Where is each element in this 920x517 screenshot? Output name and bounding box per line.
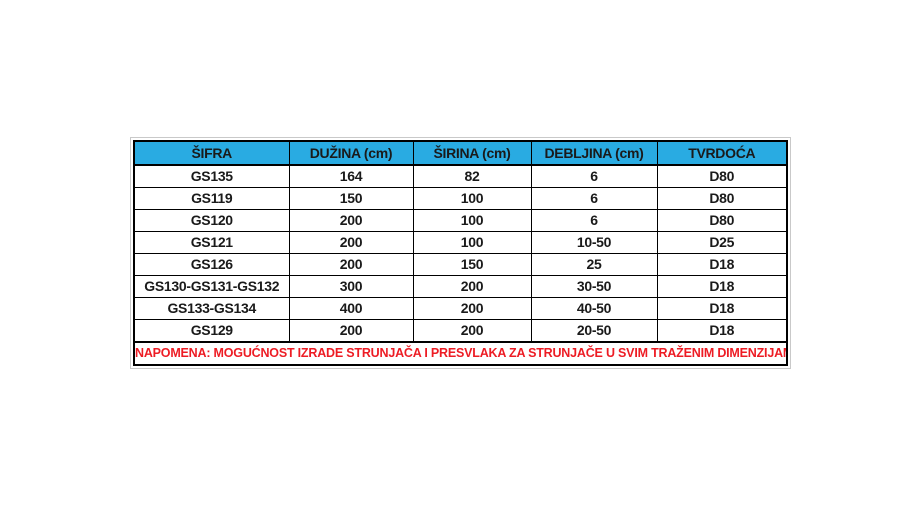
table-cell-length: 200 <box>288 319 414 343</box>
table-cell-hardness: D80 <box>656 164 788 188</box>
table-cell-width: 150 <box>412 253 532 276</box>
table-cell-length: 200 <box>288 253 414 276</box>
table-cell-width: 100 <box>412 231 532 254</box>
table-cell-thickness: 30-50 <box>530 275 658 298</box>
table-cell-hardness: D80 <box>656 209 788 232</box>
table-row: GS121 200 100 10-50 D25 <box>133 231 788 254</box>
table-row: GS120 200 100 6 D80 <box>133 209 788 232</box>
table-cell-code: GS120 <box>133 209 290 232</box>
table-cell-code: GS130-GS131-GS132 <box>133 275 290 298</box>
table-cell-thickness: 6 <box>530 209 658 232</box>
table-cell-code: GS119 <box>133 187 290 210</box>
table-cell-length: 200 <box>288 231 414 254</box>
table-cell-width: 200 <box>412 275 532 298</box>
table-cell-hardness: D18 <box>656 297 788 320</box>
table-cell-thickness: 25 <box>530 253 658 276</box>
table-cell-thickness: 6 <box>530 187 658 210</box>
table-cell-length: 300 <box>288 275 414 298</box>
column-header-debljina: DEBLJINA (cm) <box>530 140 658 166</box>
table-footer: NAPOMENA: MOGUĆNOST IZRADE STRUNJAČA I P… <box>133 341 788 366</box>
table-cell-length: 150 <box>288 187 414 210</box>
table-cell-thickness: 20-50 <box>530 319 658 343</box>
table-row: GS119 150 100 6 D80 <box>133 187 788 210</box>
table-cell-length: 400 <box>288 297 414 320</box>
column-header-tvrdoca: TVRDOĆA <box>656 140 788 166</box>
table-cell-width: 100 <box>412 209 532 232</box>
column-header-sifra: ŠIFRA <box>133 140 290 166</box>
table-cell-hardness: D18 <box>656 253 788 276</box>
table-cell-thickness: 40-50 <box>530 297 658 320</box>
table-cell-hardness: D18 <box>656 319 788 343</box>
table-cell-code: GS121 <box>133 231 290 254</box>
table-cell-code: GS126 <box>133 253 290 276</box>
table-row: GS129 200 200 20-50 D18 <box>133 319 788 343</box>
table-row: GS133-GS134 400 200 40-50 D18 <box>133 297 788 320</box>
table-cell-width: 200 <box>412 319 532 343</box>
column-header-duzina: DUŽINA (cm) <box>288 140 414 166</box>
table-cell-width: 82 <box>412 164 532 188</box>
table-header-row: ŠIFRA DUŽINA (cm) ŠIRINA (cm) DEBLJINA (… <box>133 140 788 166</box>
table-row: GS130-GS131-GS132 300 200 30-50 D18 <box>133 275 788 298</box>
table-cell-code: GS129 <box>133 319 290 343</box>
table-row: GS126 200 150 25 D18 <box>133 253 788 276</box>
table-cell-code: GS133-GS134 <box>133 297 290 320</box>
table-body: GS135 164 82 6 D80 GS119 150 100 6 D80 G… <box>133 164 788 343</box>
table-cell-width: 200 <box>412 297 532 320</box>
mattress-dimensions-table: ŠIFRA DUŽINA (cm) ŠIRINA (cm) DEBLJINA (… <box>130 137 791 369</box>
table-note: NAPOMENA: MOGUĆNOST IZRADE STRUNJAČA I P… <box>133 341 788 366</box>
table-cell-hardness: D18 <box>656 275 788 298</box>
table-cell-hardness: D80 <box>656 187 788 210</box>
table-cell-length: 200 <box>288 209 414 232</box>
column-header-sirina: ŠIRINA (cm) <box>412 140 532 166</box>
table-cell-thickness: 10-50 <box>530 231 658 254</box>
note-row: NAPOMENA: MOGUĆNOST IZRADE STRUNJAČA I P… <box>133 341 788 366</box>
table-cell-hardness: D25 <box>656 231 788 254</box>
table-cell-thickness: 6 <box>530 164 658 188</box>
table-row: GS135 164 82 6 D80 <box>133 164 788 188</box>
table-cell-width: 100 <box>412 187 532 210</box>
table-cell-length: 164 <box>288 164 414 188</box>
table-cell-code: GS135 <box>133 164 290 188</box>
